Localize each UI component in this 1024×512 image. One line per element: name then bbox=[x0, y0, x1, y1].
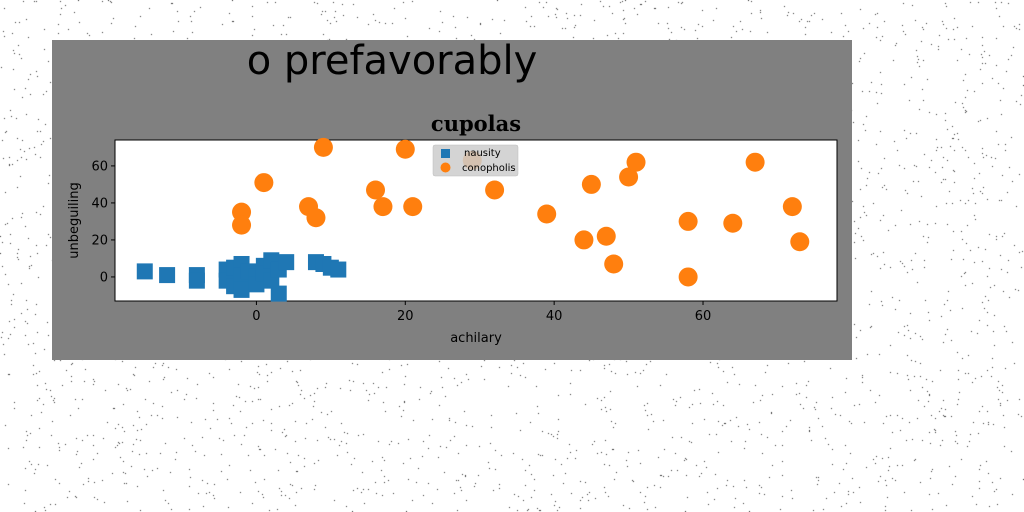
legend-box bbox=[432, 144, 519, 177]
y-axis-label: unbeguiling bbox=[67, 182, 82, 259]
point-conopholis bbox=[745, 152, 765, 172]
point-conopholis bbox=[604, 254, 624, 274]
point-conopholis bbox=[678, 267, 698, 287]
legend: nausity conopholis bbox=[432, 144, 519, 177]
point-conopholis bbox=[790, 232, 810, 252]
point-conopholis bbox=[254, 173, 274, 193]
data-points bbox=[136, 137, 810, 302]
point-nausity bbox=[188, 272, 205, 289]
legend-label-nausity: nausity bbox=[464, 148, 501, 159]
legend-marker-conopholis bbox=[440, 162, 451, 173]
point-nausity bbox=[270, 285, 287, 302]
x-axis: 0 20 40 60 bbox=[252, 301, 711, 324]
point-conopholis bbox=[626, 152, 646, 172]
point-conopholis bbox=[596, 226, 616, 246]
y-axis: 0 20 40 60 bbox=[91, 159, 115, 285]
y-tick-label: 60 bbox=[91, 159, 108, 174]
point-conopholis bbox=[574, 230, 594, 250]
y-tick-label: 40 bbox=[91, 196, 108, 211]
point-conopholis bbox=[306, 208, 326, 228]
figure-suptitle: o prefavorably bbox=[246, 38, 538, 84]
point-conopholis bbox=[723, 213, 743, 233]
point-conopholis bbox=[373, 197, 393, 217]
y-tick-label: 0 bbox=[100, 270, 108, 285]
point-nausity bbox=[136, 263, 153, 280]
y-tick-label: 20 bbox=[91, 233, 108, 248]
point-nausity bbox=[278, 254, 295, 271]
point-nausity bbox=[330, 261, 347, 278]
point-conopholis bbox=[537, 204, 557, 224]
x-tick-label: 40 bbox=[546, 309, 563, 324]
point-nausity bbox=[159, 267, 176, 284]
x-tick-label: 60 bbox=[695, 309, 712, 324]
point-conopholis bbox=[782, 197, 802, 217]
chart-title: cupolas bbox=[431, 111, 521, 136]
point-conopholis bbox=[395, 139, 415, 159]
point-conopholis bbox=[619, 167, 639, 187]
point-nausity bbox=[233, 281, 250, 298]
point-conopholis bbox=[581, 174, 601, 194]
legend-marker-nausity bbox=[441, 149, 450, 158]
point-conopholis bbox=[678, 211, 698, 231]
point-conopholis bbox=[403, 197, 423, 217]
point-conopholis bbox=[485, 180, 505, 200]
x-axis-label: achilary bbox=[450, 331, 502, 346]
x-tick-label: 0 bbox=[252, 309, 260, 324]
legend-label-conopholis: conopholis bbox=[462, 163, 516, 174]
point-conopholis bbox=[313, 137, 333, 157]
point-conopholis bbox=[366, 180, 386, 200]
x-tick-label: 20 bbox=[397, 309, 414, 324]
point-conopholis bbox=[232, 215, 252, 235]
